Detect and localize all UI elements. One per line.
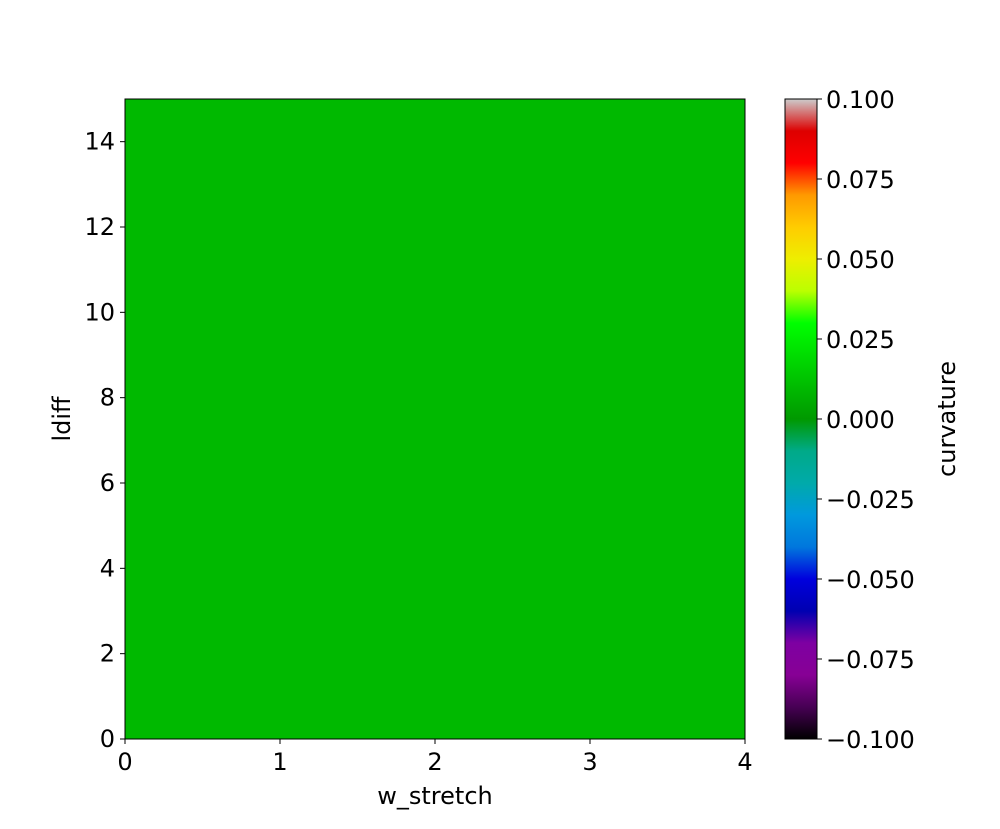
y-tick-label: 8	[100, 384, 115, 412]
colorbar-tick-label: −0.100	[826, 726, 915, 754]
colorbar-tick-label: 0.025	[826, 326, 895, 354]
colorbar-tick-label: 0.050	[826, 246, 895, 274]
y-tick-label: 6	[100, 469, 115, 497]
colorbar-tick-label: −0.025	[826, 486, 915, 514]
x-axis: 0 1 2 3 4	[117, 739, 753, 776]
y-tick-label: 14	[84, 128, 115, 156]
y-tick-label: 10	[84, 298, 115, 326]
colorbar-axis: −0.100 −0.075 −0.050 −0.025 0.000 0.025 0.050 0…	[817, 86, 915, 754]
colorbar-tick-label: 0.075	[826, 166, 895, 194]
colorbar	[785, 99, 817, 739]
heatmap-field	[125, 99, 745, 739]
x-tick-label: 0	[117, 748, 132, 776]
y-tick-label: 2	[100, 640, 115, 668]
x-tick-label: 1	[272, 748, 287, 776]
x-tick-label: 4	[737, 748, 752, 776]
y-axis: 0 2 4 6 8 10 12 14	[84, 128, 125, 753]
colorbar-tick-label: 0.100	[826, 86, 895, 114]
colorbar-label: curvature	[933, 361, 961, 477]
y-tick-label: 0	[100, 725, 115, 753]
y-axis-label: ldiff	[48, 396, 76, 442]
y-tick-label: 12	[84, 213, 115, 241]
x-tick-label: 2	[427, 748, 442, 776]
y-tick-label: 4	[100, 554, 115, 582]
colorbar-tick-label: −0.075	[826, 646, 915, 674]
x-axis-label: w_stretch	[377, 782, 492, 810]
colorbar-tick-label: 0.000	[826, 406, 895, 434]
x-tick-label: 3	[582, 748, 597, 776]
colorbar-tick-label: −0.050	[826, 566, 915, 594]
